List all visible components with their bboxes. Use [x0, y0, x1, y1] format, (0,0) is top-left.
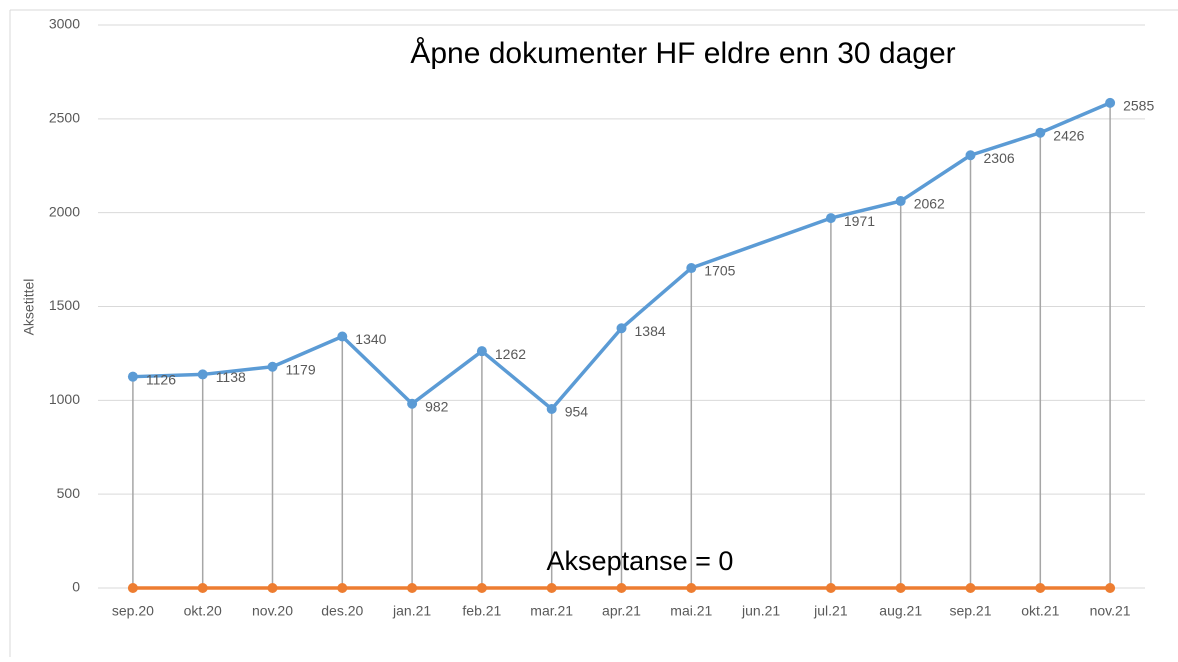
data-label: 1138: [216, 369, 246, 385]
x-tick-label: nov.20: [252, 603, 293, 619]
marker: [197, 583, 208, 593]
marker: [616, 323, 627, 334]
marker: [127, 371, 138, 382]
chart-title: Åpne dokumenter HF eldre enn 30 dager: [410, 37, 955, 70]
marker: [546, 583, 557, 593]
x-tick-label: mar.21: [530, 603, 573, 619]
data-label: 2426: [1053, 127, 1084, 143]
marker: [407, 583, 418, 593]
marker: [895, 583, 906, 593]
marker: [965, 150, 976, 161]
x-tick-label: feb.21: [462, 603, 501, 619]
marker: [267, 361, 278, 372]
marker: [965, 583, 976, 593]
marker: [895, 196, 906, 207]
x-tick-label: des.20: [321, 603, 363, 619]
marker: [825, 213, 836, 224]
marker: [476, 346, 487, 357]
marker: [127, 583, 138, 593]
marker: [686, 583, 697, 593]
marker: [1105, 97, 1116, 108]
marker: [1035, 127, 1046, 138]
marker: [337, 583, 348, 593]
x-tick-label: sep.20: [112, 603, 154, 619]
gap-bridge: [690, 216, 832, 270]
x-tick-label: aug.21: [879, 603, 922, 619]
marker: [476, 583, 487, 593]
labels: 0 500 1000 1500 2000 2500 3000 sep.20 okt.20 nov.…: [49, 16, 1155, 619]
marker: [686, 263, 697, 274]
x-tick-label: okt.20: [184, 603, 222, 619]
marker: [407, 398, 418, 409]
data-label: 1340: [355, 331, 386, 347]
marker: [1035, 583, 1046, 593]
x-tick-label: jul.21: [813, 603, 848, 619]
x-tick-label: okt.21: [1021, 603, 1059, 619]
data-label: 954: [565, 404, 589, 420]
data-label: 2306: [984, 150, 1015, 166]
y-tick-label: 1000: [49, 391, 80, 407]
y-tick-label: 0: [72, 579, 80, 595]
marker: [616, 583, 627, 593]
y-tick-label: 3000: [49, 16, 80, 32]
data-label: 2062: [914, 196, 945, 212]
data-label: 1705: [704, 263, 735, 279]
x-tick-label: nov.21: [1090, 603, 1131, 619]
x-tick-label: apr.21: [602, 603, 641, 619]
marker: [546, 403, 557, 414]
annotation: Akseptanse = 0: [547, 546, 734, 576]
marker: [337, 331, 348, 342]
y-tick-label: 1500: [49, 297, 80, 313]
y-tick-label: 2000: [49, 203, 80, 219]
x-tick-label: sep.21: [949, 603, 991, 619]
y-tick-label: 500: [57, 485, 81, 501]
marker: [1105, 583, 1116, 593]
x-tick-label: jan.21: [392, 603, 431, 619]
y-axis-label: Aksetittel: [21, 279, 37, 336]
markers: [127, 97, 1116, 593]
marker: [267, 583, 278, 593]
data-label: 1971: [844, 213, 875, 229]
marker: [825, 583, 836, 593]
drop-lines: [132, 102, 1111, 588]
data-label: 1179: [286, 361, 316, 377]
data-label: 2585: [1123, 98, 1154, 114]
data-label: 1126: [146, 371, 176, 387]
data-label: 1262: [495, 346, 526, 362]
x-tick-label: jun.21: [741, 603, 780, 619]
x-tick-label: mai.21: [670, 603, 712, 619]
y-tick-label: 2500: [49, 110, 80, 126]
data-label: 982: [425, 398, 449, 414]
marker: [197, 369, 208, 380]
data-label: 1384: [635, 323, 666, 339]
